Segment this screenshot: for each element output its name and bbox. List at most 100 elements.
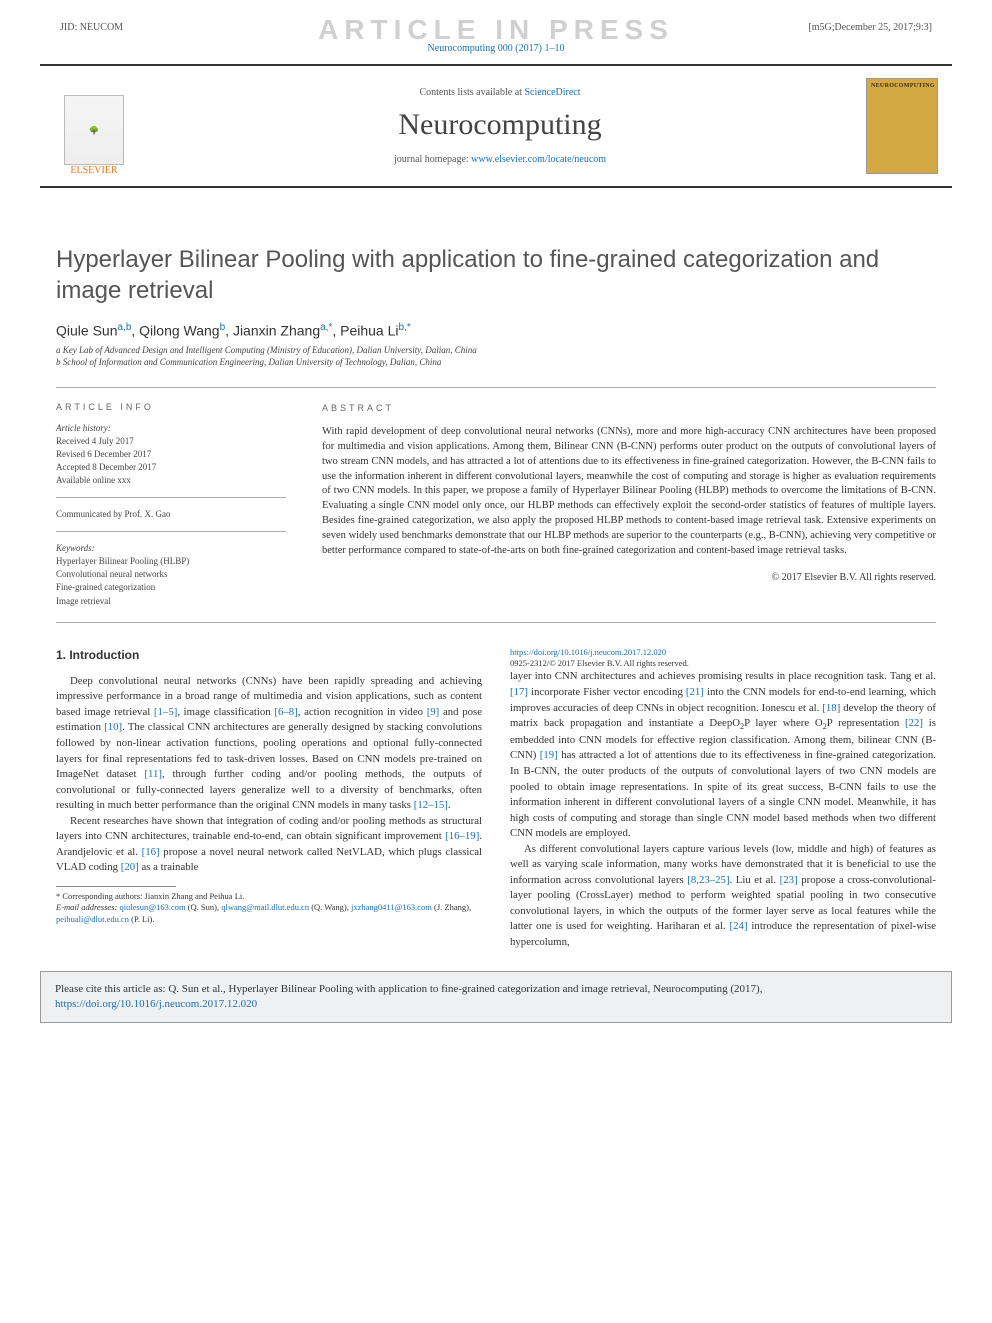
t: layer into CNN architectures and achieve… — [510, 670, 936, 682]
journal-name: Neurocomputing — [152, 108, 848, 142]
email-2[interactable]: qlwang@mail.dlut.edu.cn — [221, 902, 309, 912]
abstract-head: ABSTRACT — [322, 402, 936, 415]
accepted-date: Accepted 8 December 2017 — [56, 461, 286, 474]
history-label: Article history: — [56, 422, 286, 435]
affiliation-a: a Key Lab of Advanced Design and Intelli… — [56, 345, 936, 355]
n2: (Q. Wang), — [311, 902, 349, 912]
ref-6-8[interactable]: [6–8] — [274, 706, 297, 718]
footnote-separator — [56, 886, 176, 887]
footnote-block: * Corresponding authors: Jianxin Zhang a… — [56, 891, 482, 925]
t: P representation — [827, 717, 905, 729]
author-4-affil: b,* — [399, 322, 411, 333]
homepage-link[interactable]: www.elsevier.com/locate/neucom — [471, 154, 606, 165]
ref-22[interactable]: [22] — [905, 717, 923, 729]
email-addresses: E-mail addresses: qiulesun@163.com (Q. S… — [56, 902, 482, 925]
divider-bottom — [56, 622, 936, 623]
author-4: Peihua Li — [340, 323, 398, 339]
ref-18[interactable]: [18] — [822, 702, 840, 714]
t: as a trainable — [139, 861, 199, 873]
keyword-3: Fine-grained categorization — [56, 581, 286, 594]
communicated-by: Communicated by Prof. X. Gao — [56, 508, 286, 521]
t: . — [448, 799, 451, 811]
keywords-block: Keywords: Hyperlayer Bilinear Pooling (H… — [56, 542, 286, 607]
n4: (P. Li). — [131, 914, 154, 924]
author-3: Jianxin Zhang — [233, 323, 320, 339]
citation-text: Please cite this article as: Q. Sun et a… — [55, 983, 762, 995]
author-1: Qiule Sun — [56, 323, 117, 339]
article-title: Hyperlayer Bilinear Pooling with applica… — [56, 244, 936, 306]
ref-20[interactable]: [20] — [121, 861, 139, 873]
elsevier-text: ELSEVIER — [70, 165, 117, 176]
keyword-2: Convolutional neural networks — [56, 568, 286, 581]
t: P layer where O — [744, 717, 823, 729]
body-columns: 1. Introduction Deep convolutional neura… — [56, 647, 936, 951]
article-info-panel: ARTICLE INFO Article history: Received 4… — [56, 388, 286, 608]
intro-para-2: Recent researches have shown that integr… — [56, 814, 482, 876]
email-3[interactable]: jxzhang0411@163.com — [351, 902, 432, 912]
ref-24[interactable]: [24] — [730, 920, 748, 932]
intro-para-3: layer into CNN architectures and achieve… — [510, 669, 936, 841]
author-3-affil: a,* — [320, 322, 332, 333]
journal-cover-thumb[interactable]: NEUROCOMPUTING — [866, 78, 938, 174]
cover-title: NEUROCOMPUTING — [871, 83, 933, 89]
jid-label: JID: NEUCOM — [60, 22, 123, 33]
ref-10[interactable]: [10] — [104, 721, 122, 733]
article-info-head: ARTICLE INFO — [56, 402, 286, 412]
abstract-copyright: © 2017 Elsevier B.V. All rights reserved… — [322, 571, 936, 585]
t: incorporate Fisher vector encoding — [528, 686, 686, 698]
n3: (J. Zhang), — [434, 902, 471, 912]
communicated-block: Communicated by Prof. X. Gao — [56, 508, 286, 532]
n1: (Q. Sun), — [188, 902, 219, 912]
intro-para-1: Deep convolutional neural networks (CNNs… — [56, 674, 482, 814]
ref-8-23-25[interactable]: [8,23–25] — [687, 874, 729, 886]
corresponding-authors: * Corresponding authors: Jianxin Zhang a… — [56, 891, 482, 902]
ref-23[interactable]: [23] — [780, 874, 798, 886]
homepage-line: journal homepage: www.elsevier.com/locat… — [152, 154, 848, 165]
abstract-panel: ABSTRACT With rapid development of deep … — [322, 388, 936, 608]
ref-9[interactable]: [9] — [427, 706, 440, 718]
online-date: Available online xxx — [56, 474, 286, 487]
elsevier-logo[interactable]: 🌳 ELSEVIER — [54, 76, 134, 176]
top-bar: JID: NEUCOM [m5G;December 25, 2017;9:3] — [0, 0, 992, 39]
abstract-text: With rapid development of deep convoluti… — [322, 425, 936, 559]
t: , image classification — [177, 706, 274, 718]
received-date: Received 4 July 2017 — [56, 435, 286, 448]
ref-16-19[interactable]: [16–19] — [445, 830, 479, 842]
elsevier-tree-icon: 🌳 — [64, 95, 124, 165]
email-1[interactable]: qiulesun@163.com — [119, 902, 185, 912]
ref-16[interactable]: [16] — [142, 846, 160, 858]
affiliation-b: b School of Information and Communicatio… — [56, 357, 936, 367]
revised-date: Revised 6 December 2017 — [56, 448, 286, 461]
t: , action recognition in video — [298, 706, 427, 718]
homepage-prefix: journal homepage: — [394, 154, 471, 165]
ref-12-15[interactable]: [12–15] — [414, 799, 448, 811]
author-1-affil: a,b — [117, 322, 131, 333]
intro-para-4: As different convolutional layers captur… — [510, 842, 936, 951]
t: has attracted a lot of attentions due to… — [510, 749, 936, 839]
email-4[interactable]: peihuali@dlut.edu.cn — [56, 914, 129, 924]
ref-21[interactable]: [21] — [686, 686, 704, 698]
journal-header-center: Contents lists available at ScienceDirec… — [152, 87, 848, 165]
ref-17[interactable]: [17] — [510, 686, 528, 698]
stamp-label: [m5G;December 25, 2017;9:3] — [808, 22, 932, 33]
ref-11[interactable]: [11] — [144, 768, 162, 780]
intro-heading: 1. Introduction — [56, 647, 482, 664]
history-block: Article history: Received 4 July 2017 Re… — [56, 422, 286, 498]
citation-box: Please cite this article as: Q. Sun et a… — [40, 971, 952, 1024]
keyword-1: Hyperlayer Bilinear Pooling (HLBP) — [56, 555, 286, 568]
ref-1-5[interactable]: [1–5] — [154, 706, 177, 718]
ref-19[interactable]: [19] — [540, 749, 558, 761]
sciencedirect-link[interactable]: ScienceDirect — [524, 87, 580, 98]
citation-doi-link[interactable]: https://doi.org/10.1016/j.neucom.2017.12… — [55, 998, 257, 1010]
journal-header: 🌳 ELSEVIER Contents lists available at S… — [40, 64, 952, 188]
issn-copyright: 0925-2312/© 2017 Elsevier B.V. All right… — [510, 658, 689, 668]
author-2-affil: b — [220, 322, 226, 333]
contents-line: Contents lists available at ScienceDirec… — [152, 87, 848, 98]
author-list: Qiule Suna,b, Qilong Wangb, Jianxin Zhan… — [56, 322, 936, 339]
t: Recent researches have shown that integr… — [56, 815, 482, 843]
t: . Liu et al. — [730, 874, 780, 886]
keywords-label: Keywords: — [56, 542, 286, 555]
author-2: Qilong Wang — [139, 323, 219, 339]
doi-link[interactable]: https://doi.org/10.1016/j.neucom.2017.12… — [510, 647, 666, 657]
keyword-4: Image retrieval — [56, 595, 286, 608]
